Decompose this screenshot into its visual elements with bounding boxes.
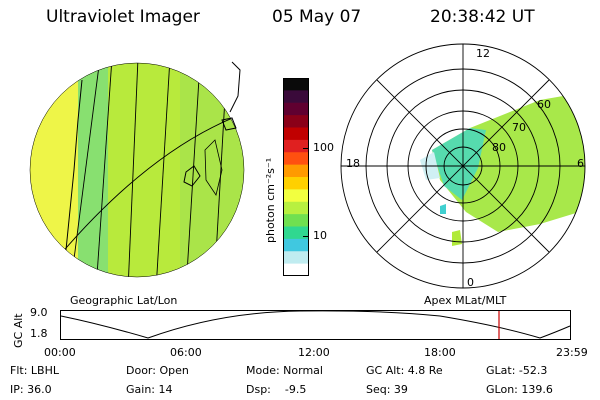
info-glat: GLat: -52.3	[486, 364, 548, 377]
apex-caption: Apex MLat/MLT	[424, 294, 507, 307]
latitude-line	[59, 114, 241, 256]
time-tick-0600: 06:00	[170, 346, 202, 359]
colorbar-tickmark-100	[303, 148, 309, 149]
altitude-ytick-high: 9.0	[30, 306, 48, 319]
colorbar-swatch	[283, 263, 309, 276]
colorbar-swatch	[283, 102, 309, 116]
instrument-title: Ultraviolet Imager	[46, 7, 200, 27]
colorbar-swatch	[283, 251, 309, 265]
colorbar-swatch	[283, 127, 309, 141]
colorbar-tick-100: 100	[313, 141, 334, 154]
time-tick-1200: 12:00	[298, 346, 330, 359]
mlt-label-0: 0	[467, 276, 474, 289]
time-tick-1800: 18:00	[424, 346, 456, 359]
colorbar-swatch	[283, 78, 309, 91]
colorbar-swatch	[283, 152, 309, 166]
colorbar-swatch	[283, 214, 309, 228]
mlt-label-12: 12	[476, 47, 490, 60]
colorbar-swatch	[283, 177, 309, 190]
info-flt: Flt: LBHL	[10, 364, 59, 377]
info-mode: Mode: Normal	[246, 364, 323, 377]
date-label: 05 May 07	[272, 7, 362, 27]
mlat-label-60: 60	[537, 98, 551, 111]
time-tick-2359: 23:59	[556, 346, 588, 359]
geographic-caption: Geographic Lat/Lon	[70, 294, 178, 307]
colorbar-swatch	[283, 139, 309, 153]
info-gc-alt: GC Alt: 4.8 Re	[366, 364, 443, 377]
colorbar-swatch	[283, 164, 309, 178]
info-seq: Seq: 39	[366, 383, 408, 396]
coastline-outside	[229, 61, 241, 113]
colorbar-swatch	[283, 201, 309, 215]
time-label: 20:38:42 UT	[430, 7, 535, 27]
colorbar-swatch	[283, 226, 309, 240]
info-door: Door: Open	[126, 364, 189, 377]
colorbar-tickmark-10	[303, 236, 309, 237]
mlat-label-70: 70	[512, 121, 526, 134]
info-glon: GLon: 139.6	[486, 383, 553, 396]
info-dsp: Dsp: -9.5	[246, 383, 307, 396]
info-ip: IP: 36.0	[10, 383, 52, 396]
colorbar-tick-10: 10	[313, 229, 327, 242]
altitude-ytick-low: 1.8	[30, 327, 48, 340]
colorbar-swatch	[283, 115, 309, 129]
info-gain: Gain: 14	[126, 383, 173, 396]
polar-grid	[340, 43, 586, 289]
mlt-label-6: 6	[577, 157, 584, 170]
mlt-label-18: 18	[346, 157, 360, 170]
colorbar-swatch	[283, 189, 309, 203]
time-tick-0000: 00:00	[44, 346, 76, 359]
colorbar	[283, 78, 309, 276]
colorbar-swatch	[283, 90, 309, 104]
terminator-band	[78, 63, 108, 277]
colorbar-swatch	[283, 238, 309, 252]
altitude-curve	[60, 310, 571, 339]
auroral-oval-region	[432, 92, 585, 232]
mlat-label-80: 80	[492, 141, 506, 154]
